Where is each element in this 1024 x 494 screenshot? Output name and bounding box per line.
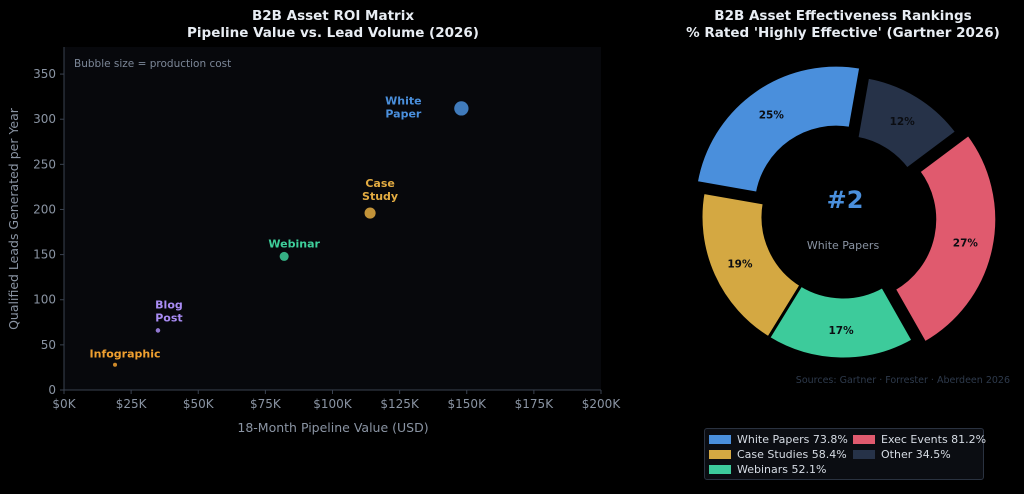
scatter-y-ticks: 0 50 100 150 200 250 300 350 [33, 67, 64, 397]
legend-label: Webinars 52.1% [737, 463, 827, 476]
donut-legend: White Papers 73.8% Exec Events 81.2% Cas… [704, 428, 986, 480]
legend-item-case-studies: Case Studies 58.4% [709, 448, 847, 462]
bubble-label: Study [362, 190, 398, 203]
donut-center-rank: #2 [827, 186, 864, 214]
donut-chart: 25% 19% 17% 27% 12% [694, 63, 999, 361]
bubble-label: Post [155, 311, 182, 324]
slice-pct-label: 17% [828, 325, 854, 337]
legend-label: White Papers 73.8% [737, 433, 848, 446]
donut-subtitle: % Rated 'Highly Effective' (Gartner 2026… [686, 25, 1000, 41]
legend-swatch [709, 434, 731, 444]
bubble-point [279, 251, 289, 261]
bubble-label: White [385, 94, 421, 107]
legend-label: Exec Events 81.2% [881, 433, 987, 446]
bubble-point [454, 101, 469, 116]
legend-swatch [853, 434, 875, 444]
sources-note: Sources: Gartner · Forrester · Aberdeen … [796, 375, 1010, 386]
bubble-point [364, 207, 376, 219]
bubble-label: Webinar [268, 237, 320, 250]
bubble-label: Paper [385, 107, 422, 120]
legend-swatch [709, 449, 731, 459]
y-tick-label: 100 [33, 293, 56, 307]
scatter-subtitle: Pipeline Value vs. Lead Volume (2026) [187, 25, 479, 41]
scatter-plot-area [64, 47, 601, 390]
y-tick-label: 50 [41, 338, 56, 352]
y-tick-label: 200 [33, 202, 56, 216]
slice-pct-label: 27% [953, 238, 979, 250]
legend-item-white-papers: White Papers 73.8% [709, 433, 848, 447]
legend-swatch [853, 449, 875, 459]
x-tick-label: $125K [380, 397, 420, 411]
legend-swatch [709, 464, 731, 474]
slice-pct-label: 12% [890, 116, 916, 128]
bubble-label: Infographic [90, 348, 161, 361]
donut-slice [694, 63, 863, 196]
donut-slice [766, 283, 916, 361]
y-tick-label: 300 [33, 112, 56, 126]
y-tick-label: 250 [33, 157, 56, 171]
x-tick-label: $0K [52, 397, 76, 411]
y-tick-label: 150 [33, 248, 56, 262]
donut-slice [892, 132, 999, 345]
x-tick-label: $25K [116, 397, 148, 411]
y-tick-label: 0 [48, 383, 56, 397]
y-tick-label: 350 [33, 67, 56, 81]
scatter-y-axis-label: Qualified Leads Generated per Year [6, 107, 21, 330]
legend-label: Other 34.5% [881, 448, 951, 461]
bubble-point [155, 328, 161, 333]
legend-item-exec-events: Exec Events 81.2% [853, 433, 986, 447]
slice-pct-label: 25% [759, 110, 785, 122]
legend-item-other: Other 34.5% [853, 448, 951, 462]
x-tick-label: $75K [250, 397, 282, 411]
scatter-x-ticks: $0K $25K $50K $75K $100K $125K $150K $175K $200K [52, 390, 621, 411]
donut-slice [855, 75, 959, 172]
legend-item-webinars: Webinars 52.1% [709, 463, 826, 477]
x-tick-label: $175K [515, 397, 555, 411]
scatter-x-axis-label: 18-Month Pipeline Value (USD) [237, 420, 428, 435]
bubble-point [112, 362, 118, 367]
legend-label: Case Studies 58.4% [737, 448, 847, 461]
donut-slice [699, 190, 804, 341]
bubble-label: Blog [155, 298, 183, 311]
bubble-size-note: Bubble size = production cost [74, 58, 231, 70]
donut-title: B2B Asset Effectiveness Rankings [714, 8, 971, 24]
x-tick-label: $100K [313, 397, 353, 411]
donut-center-label: White Papers [807, 239, 880, 252]
bubble-label: Case [365, 177, 395, 190]
slice-pct-label: 19% [727, 258, 753, 270]
x-tick-label: $200K [582, 397, 622, 411]
x-tick-label: $150K [448, 397, 488, 411]
scatter-title: B2B Asset ROI Matrix [252, 8, 414, 24]
x-tick-label: $50K [183, 397, 215, 411]
